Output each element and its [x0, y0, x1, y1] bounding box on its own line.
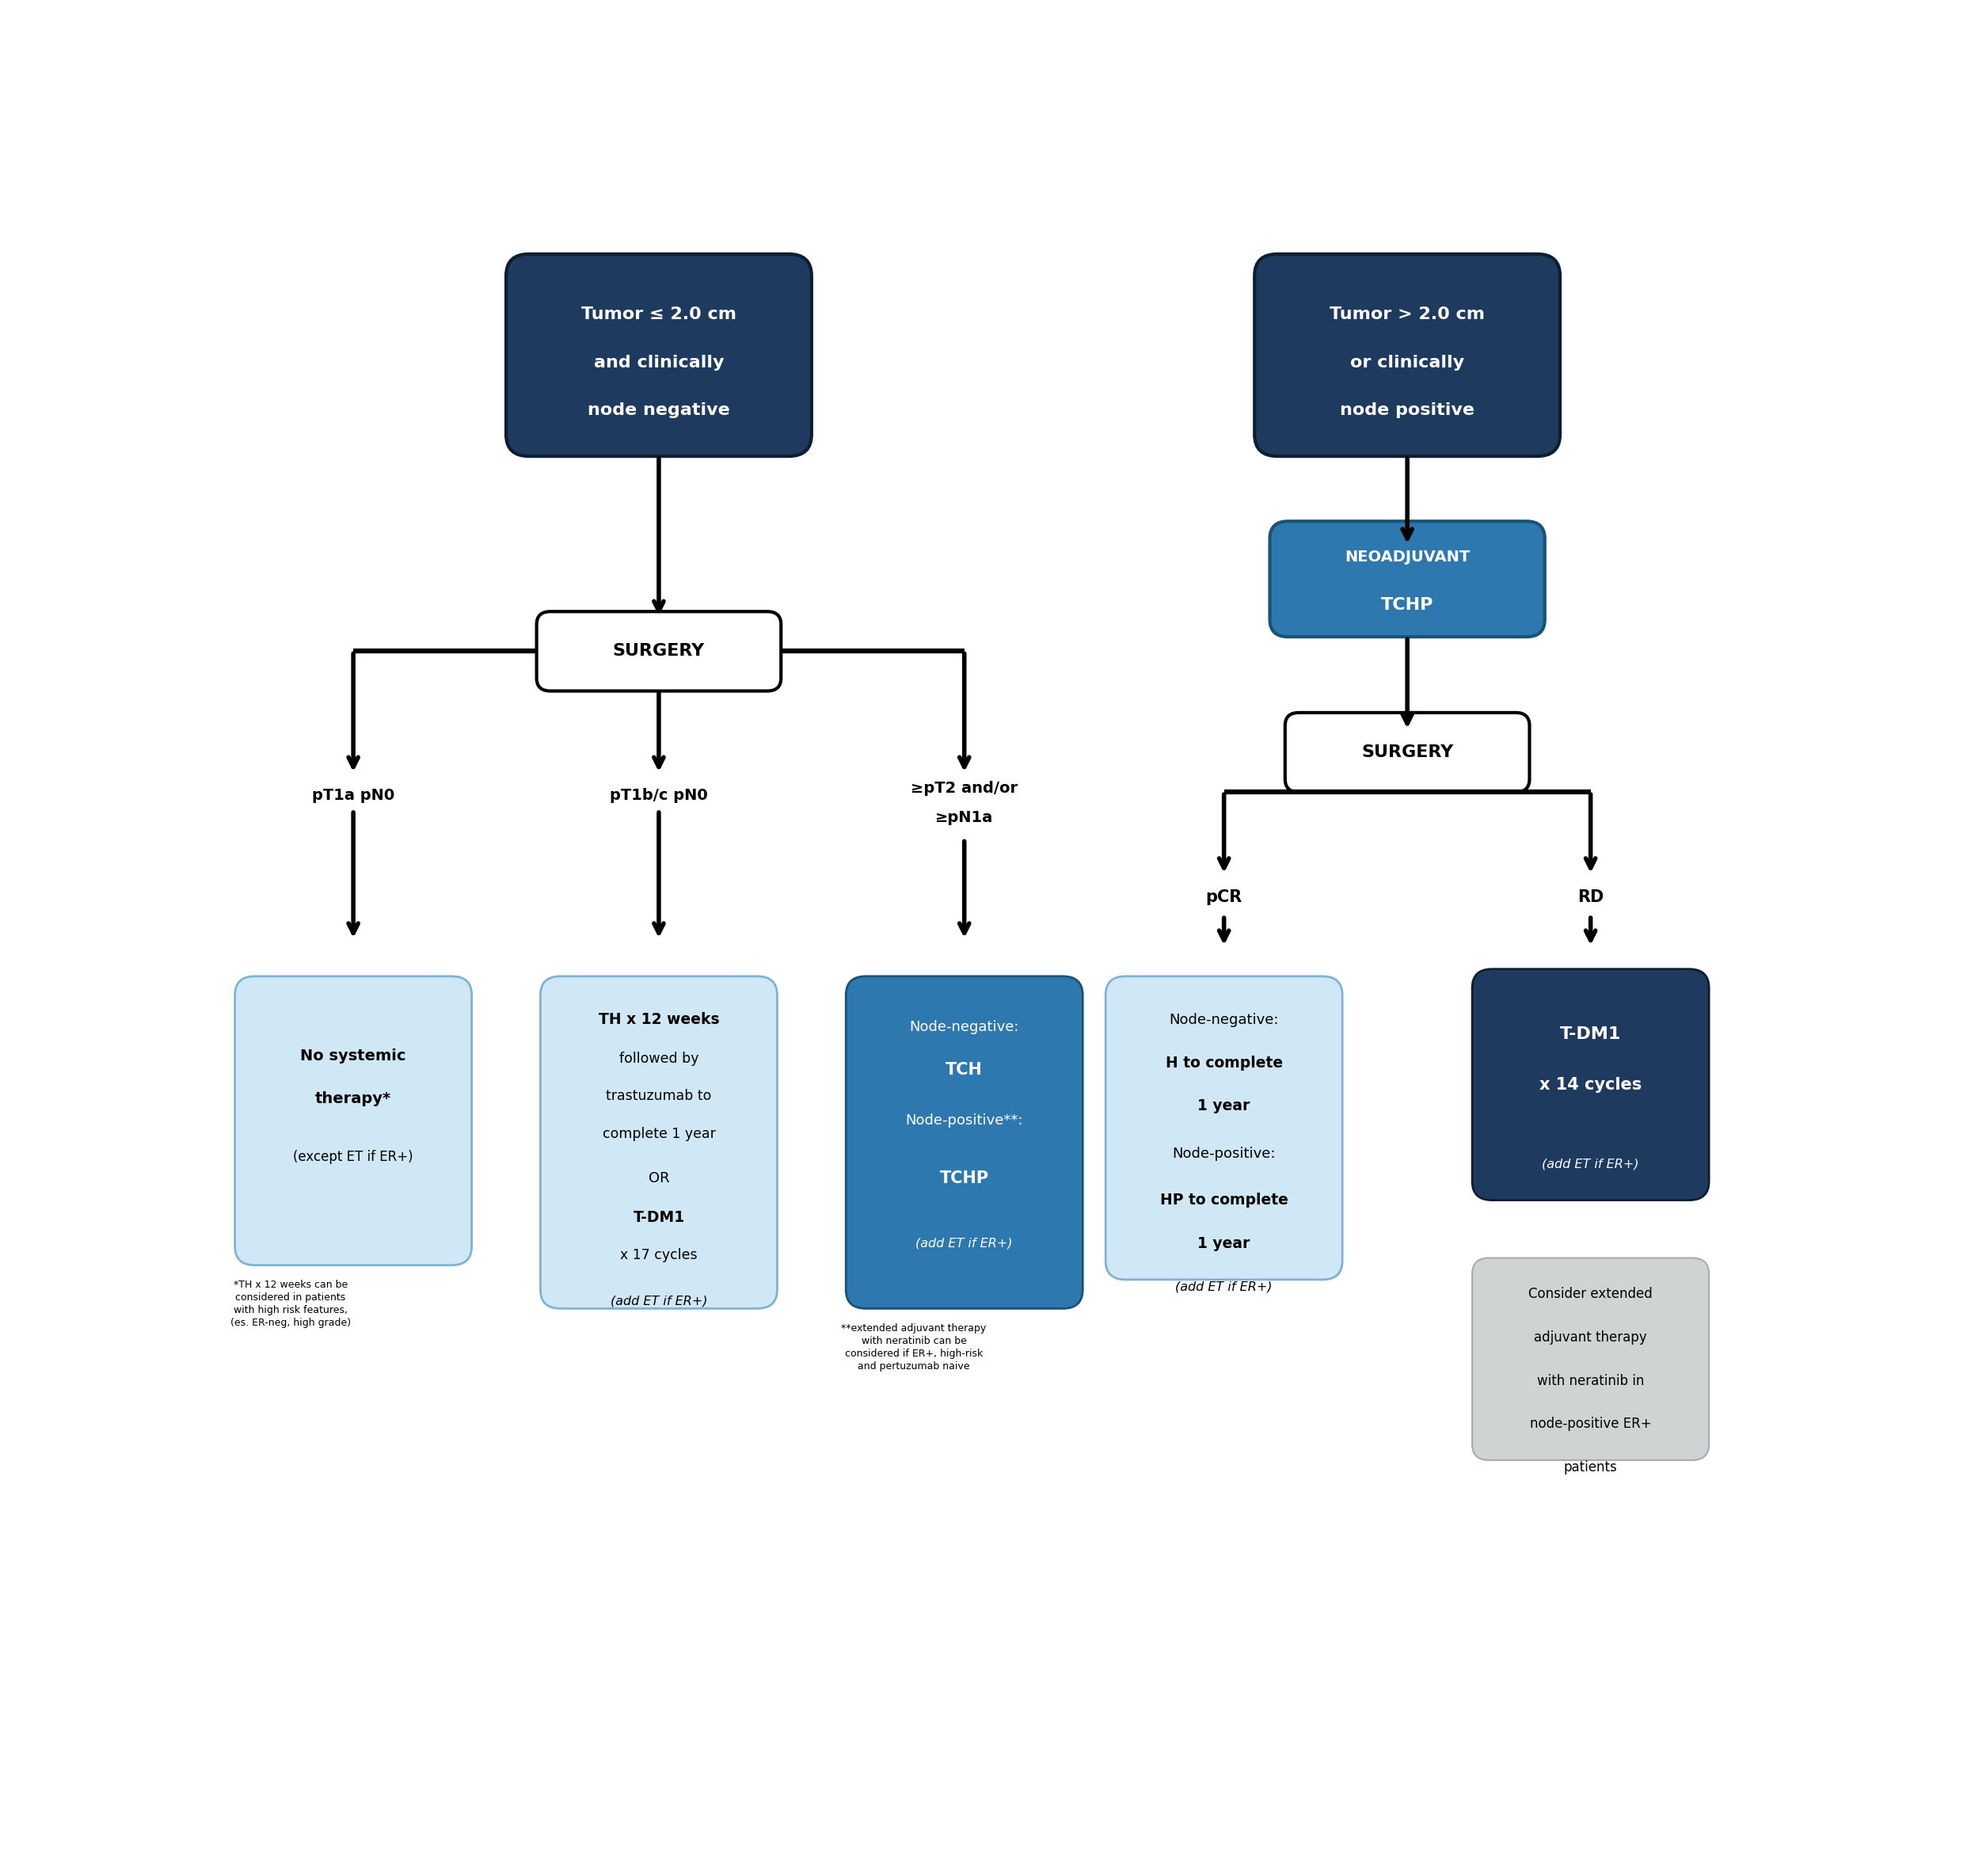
- Text: adjuvant therapy: adjuvant therapy: [1533, 1330, 1648, 1345]
- FancyBboxPatch shape: [507, 253, 812, 456]
- Text: No systemic: No systemic: [300, 1049, 406, 1064]
- Text: node positive: node positive: [1340, 401, 1474, 418]
- FancyBboxPatch shape: [540, 976, 777, 1309]
- Text: x 17 cycles: x 17 cycles: [621, 1248, 698, 1263]
- Text: (add ET if ER+): (add ET if ER+): [611, 1294, 708, 1308]
- Text: Tumor ≤ 2.0 cm: Tumor ≤ 2.0 cm: [581, 308, 737, 323]
- Text: T-DM1: T-DM1: [633, 1210, 684, 1225]
- Text: and clinically: and clinically: [593, 355, 723, 370]
- Text: pCR: pCR: [1206, 889, 1242, 904]
- Text: HP to complete: HP to complete: [1159, 1193, 1289, 1208]
- Text: ≥pT2 and/or: ≥pT2 and/or: [911, 780, 1017, 795]
- Text: (add ET if ER+): (add ET if ER+): [917, 1238, 1013, 1249]
- Text: Node-positive:: Node-positive:: [1173, 1146, 1275, 1161]
- FancyBboxPatch shape: [235, 976, 471, 1264]
- FancyBboxPatch shape: [846, 976, 1082, 1309]
- Text: TCHP: TCHP: [940, 1171, 989, 1186]
- Text: H to complete: H to complete: [1165, 1056, 1283, 1071]
- Text: therapy*: therapy*: [315, 1092, 392, 1107]
- Text: node negative: node negative: [587, 401, 729, 418]
- Text: Tumor > 2.0 cm: Tumor > 2.0 cm: [1330, 308, 1484, 323]
- Text: 1 year: 1 year: [1198, 1236, 1250, 1251]
- Text: TH x 12 weeks: TH x 12 weeks: [599, 1011, 719, 1028]
- Text: SURGERY: SURGERY: [1362, 745, 1453, 760]
- Text: (add ET if ER+): (add ET if ER+): [1175, 1281, 1273, 1293]
- Text: OR: OR: [648, 1171, 670, 1186]
- Text: with neratinib in: with neratinib in: [1537, 1373, 1644, 1388]
- Text: RD: RD: [1577, 889, 1604, 904]
- Text: Node-negative:: Node-negative:: [1169, 1013, 1279, 1026]
- Text: Node-positive**:: Node-positive**:: [905, 1114, 1023, 1127]
- FancyBboxPatch shape: [1472, 1259, 1709, 1460]
- Text: NEOADJUVANT: NEOADJUVANT: [1344, 550, 1470, 565]
- Text: x 14 cycles: x 14 cycles: [1539, 1077, 1642, 1092]
- Text: complete 1 year: complete 1 year: [603, 1127, 715, 1141]
- FancyBboxPatch shape: [1285, 713, 1529, 792]
- Text: trastuzumab to: trastuzumab to: [605, 1090, 712, 1103]
- Text: Consider extended: Consider extended: [1529, 1287, 1652, 1302]
- Text: patients: patients: [1563, 1460, 1618, 1475]
- Text: (except ET if ER+): (except ET if ER+): [294, 1150, 414, 1163]
- Text: TCHP: TCHP: [1382, 597, 1433, 613]
- FancyBboxPatch shape: [536, 612, 781, 690]
- Text: pT1b/c pN0: pT1b/c pN0: [609, 788, 708, 803]
- FancyBboxPatch shape: [1254, 253, 1559, 456]
- Text: *TH x 12 weeks can be
considered in patients
with high risk features,
(es. ER-ne: *TH x 12 weeks can be considered in pati…: [231, 1279, 351, 1328]
- Text: TCH: TCH: [946, 1062, 984, 1079]
- Text: or clinically: or clinically: [1350, 355, 1464, 370]
- FancyBboxPatch shape: [1106, 976, 1342, 1279]
- Text: pT1a pN0: pT1a pN0: [311, 788, 394, 803]
- Text: followed by: followed by: [619, 1051, 698, 1066]
- Text: ≥pN1a: ≥pN1a: [936, 810, 993, 825]
- Text: Node-negative:: Node-negative:: [909, 1021, 1019, 1034]
- Text: SURGERY: SURGERY: [613, 643, 706, 658]
- Text: (add ET if ER+): (add ET if ER+): [1541, 1157, 1640, 1171]
- Text: node-positive ER+: node-positive ER+: [1529, 1416, 1652, 1431]
- FancyBboxPatch shape: [1269, 522, 1545, 636]
- Text: T-DM1: T-DM1: [1559, 1026, 1622, 1041]
- Text: **extended adjuvant therapy
with neratinib can be
considered if ER+, high-risk
a: **extended adjuvant therapy with neratin…: [842, 1323, 986, 1371]
- FancyBboxPatch shape: [1472, 970, 1709, 1201]
- Text: 1 year: 1 year: [1198, 1099, 1250, 1114]
